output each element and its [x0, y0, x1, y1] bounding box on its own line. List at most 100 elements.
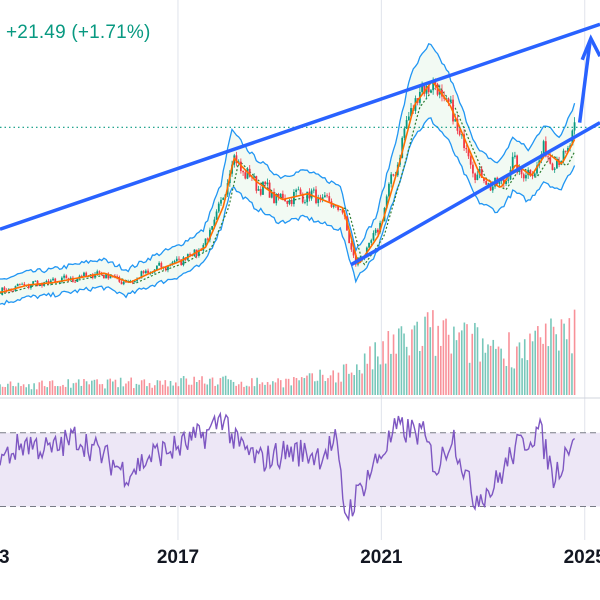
volume-bar — [182, 376, 185, 395]
volume-bar — [54, 386, 56, 395]
volume-bar — [274, 382, 277, 395]
volume-bar — [547, 346, 550, 395]
candle-body — [379, 222, 382, 233]
volume-bar — [439, 345, 442, 395]
bollinger-lower-line — [0, 117, 576, 306]
candle-body — [549, 157, 552, 164]
candle-body — [167, 265, 169, 271]
volume-bar — [539, 337, 542, 395]
candle-body — [277, 193, 280, 197]
channel-lower-trendline — [349, 121, 600, 267]
rsi-panel — [0, 411, 600, 522]
volume-bar — [30, 389, 33, 395]
projection-arrow-shaft — [577, 42, 592, 123]
volume-panel — [0, 309, 576, 395]
volume-bar — [361, 373, 363, 395]
candle-body — [140, 271, 143, 279]
candle-body — [52, 278, 54, 281]
volume-bar — [337, 372, 340, 395]
candle-body — [49, 280, 52, 284]
candle-body — [410, 108, 412, 117]
volume-bar — [38, 382, 41, 395]
volume-bar — [167, 386, 169, 395]
volume-bar — [0, 384, 1, 395]
volume-bar — [544, 323, 547, 395]
candle-body — [421, 85, 423, 92]
volume-bar — [17, 382, 20, 395]
volume-bar — [508, 332, 510, 395]
volume-bar — [240, 381, 243, 395]
volume-bar — [329, 375, 332, 395]
candle-body — [178, 258, 180, 260]
volume-bar — [324, 381, 327, 395]
candle-body — [253, 176, 256, 178]
volume-bar — [403, 333, 405, 395]
candle-body — [74, 281, 77, 283]
candle-body — [405, 120, 408, 129]
volume-bar — [550, 318, 552, 395]
candle-body — [246, 168, 249, 179]
candle-body — [317, 197, 320, 204]
volume-bar — [358, 369, 361, 395]
candle-body — [350, 243, 353, 250]
candle-body — [454, 119, 457, 122]
volume-bar — [161, 384, 164, 395]
candle-body — [293, 191, 295, 205]
candle-body — [487, 183, 490, 185]
rsi-line — [0, 411, 576, 522]
candle-body — [432, 80, 435, 91]
candle-body — [423, 85, 426, 94]
candle-body — [306, 191, 309, 203]
candle-body — [21, 283, 23, 285]
volume-bar — [408, 355, 411, 395]
volume-bar — [77, 379, 80, 395]
candle-body — [547, 156, 549, 158]
volume-bar — [558, 350, 560, 395]
volume-bar — [314, 381, 316, 395]
volume-bar — [172, 385, 174, 395]
candle-body — [220, 199, 222, 204]
volume-bar — [143, 379, 146, 395]
candle-body — [514, 155, 516, 157]
candle-body — [189, 254, 191, 255]
volume-bar — [505, 366, 508, 395]
candle-body — [339, 209, 342, 211]
candle-body — [430, 90, 432, 93]
candle-body — [474, 173, 477, 181]
candle-body — [36, 280, 39, 286]
candle-body — [337, 205, 340, 210]
candle-body — [286, 201, 289, 204]
volume-bar — [59, 386, 62, 395]
candle-body — [301, 194, 304, 203]
volume-bar — [471, 333, 474, 395]
candle-body — [18, 283, 21, 285]
volume-bar — [177, 386, 180, 395]
volume-bar — [356, 364, 358, 395]
candle-body — [85, 272, 88, 277]
volume-bar — [140, 380, 143, 395]
volume-bar — [463, 322, 466, 395]
volume-bar — [300, 377, 303, 395]
volume-bar — [180, 378, 182, 395]
volume-bar — [237, 384, 240, 395]
volume-bar — [185, 378, 188, 395]
volume-bar — [106, 379, 109, 395]
candle-body — [564, 150, 567, 152]
volume-bar — [542, 343, 544, 395]
candle-body — [536, 165, 538, 174]
bollinger-band-fill — [0, 43, 575, 305]
volume-bar — [319, 369, 321, 395]
volume-bar — [28, 384, 30, 395]
volume-bar — [138, 384, 140, 395]
volume-bar — [46, 387, 49, 395]
volume-bar — [290, 385, 293, 395]
volume-bar — [169, 380, 172, 395]
volume-bar — [96, 379, 98, 395]
candle-body — [467, 149, 470, 157]
volume-bar — [22, 384, 25, 395]
candle-body — [299, 189, 302, 195]
bollinger-upper-line — [0, 43, 576, 280]
volume-bar — [146, 386, 148, 395]
